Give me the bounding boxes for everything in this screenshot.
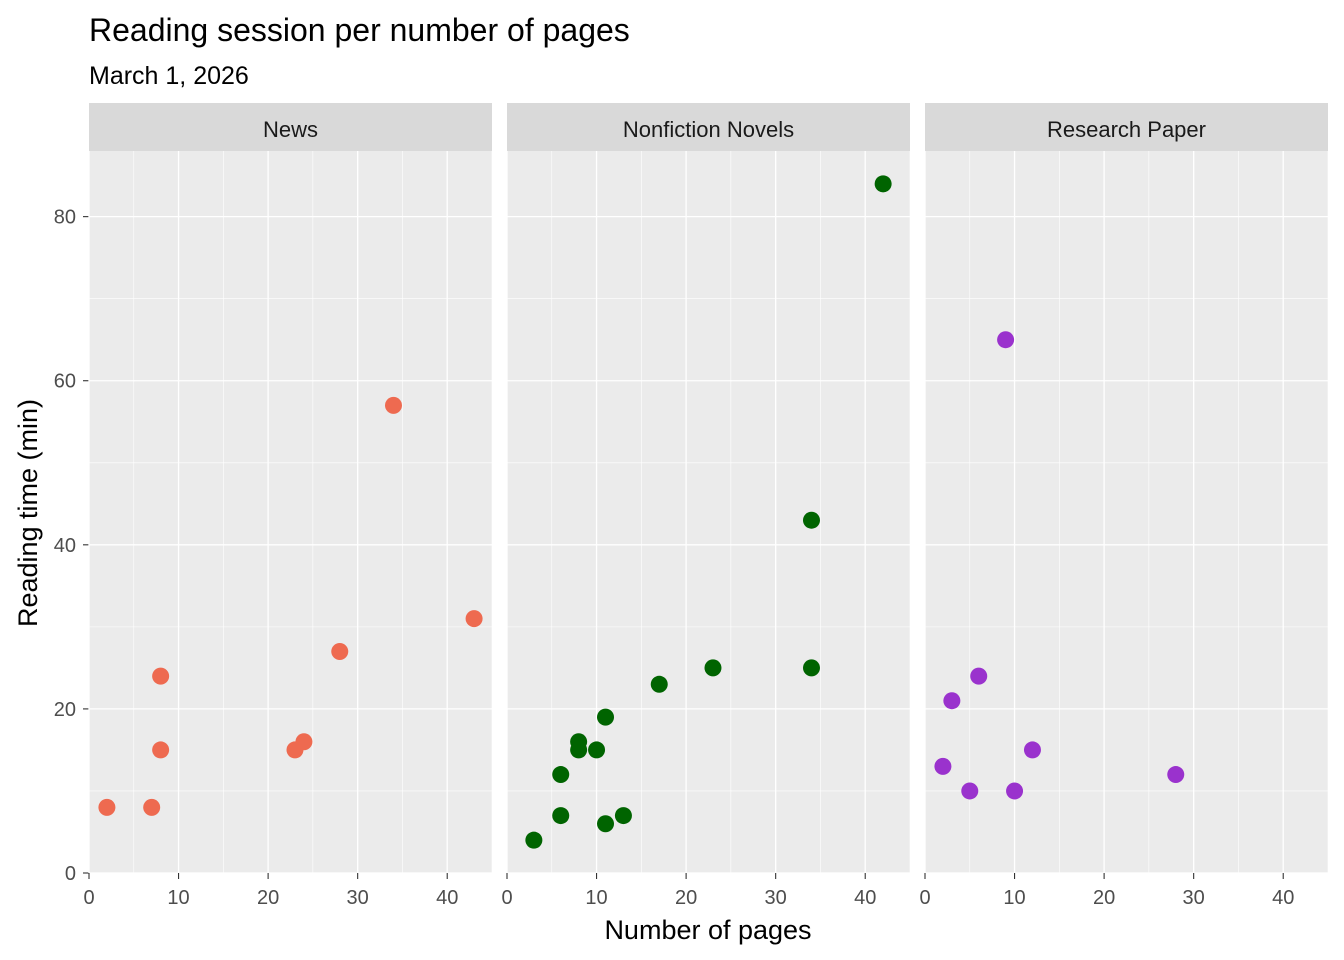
y-tick-label: 80 (54, 207, 76, 229)
data-point (650, 675, 668, 693)
plot-panel-background (507, 151, 910, 873)
y-tick-label: 20 (54, 699, 76, 721)
data-point (331, 642, 349, 660)
data-point (802, 511, 820, 529)
x-tick-label: 10 (1003, 887, 1025, 909)
x-tick-label: 30 (765, 887, 787, 909)
data-point (597, 815, 615, 833)
facet-strip-label: News (263, 117, 318, 142)
data-point (1006, 782, 1024, 800)
data-point (152, 741, 170, 759)
data-point (570, 733, 588, 751)
facet-panels: 0 20 40 60 80 News 0 10 20 30 40 Nonfiction Novels 0… (54, 103, 1329, 909)
data-point (1167, 766, 1185, 784)
data-point (143, 798, 161, 816)
x-tick-label: 20 (1093, 887, 1115, 909)
facet-strip-label: Nonfiction Novels (623, 117, 794, 142)
data-point (588, 741, 606, 759)
facet-strip (507, 103, 910, 151)
x-tick-label: 30 (347, 887, 369, 909)
x-tick-label: 0 (501, 887, 512, 909)
y-axis-title: Reading time (min) (13, 399, 43, 627)
y-tick-label: 40 (54, 535, 76, 557)
x-tick-label: 20 (257, 887, 279, 909)
x-tick-label: 40 (854, 887, 876, 909)
chart-subtitle: March 1, 2026 (89, 62, 249, 90)
data-point (704, 659, 722, 677)
plot-panel-background (925, 151, 1328, 873)
data-point (997, 331, 1015, 349)
facet-strip (925, 103, 1328, 151)
data-point (970, 667, 988, 685)
x-tick-label: 40 (436, 887, 458, 909)
data-point (552, 766, 570, 784)
data-point (943, 692, 961, 710)
x-tick-label: 10 (167, 887, 189, 909)
x-axis-title: Number of pages (604, 915, 811, 945)
data-point (934, 757, 952, 775)
data-point (1023, 741, 1041, 759)
data-point (295, 733, 313, 751)
facet-strip-label: Research Paper (1047, 117, 1206, 142)
facet-panel: Research Paper 0 10 20 30 40 (919, 103, 1329, 909)
data-point (552, 807, 570, 825)
data-point (465, 610, 483, 628)
x-tick-label: 0 (919, 887, 930, 909)
data-point (98, 798, 116, 816)
data-point (961, 782, 979, 800)
x-tick-label: 30 (1183, 887, 1205, 909)
facet-panel: Nonfiction Novels 0 10 20 30 40 (501, 103, 911, 909)
x-tick-label: 0 (83, 887, 94, 909)
y-tick-label: 0 (65, 863, 76, 885)
x-tick-label: 40 (1272, 887, 1294, 909)
plot-panel-background (89, 151, 492, 873)
y-tick-label: 60 (54, 371, 76, 393)
data-point (874, 175, 892, 193)
data-point (384, 396, 402, 414)
chart-title: Reading session per number of pages (89, 12, 630, 48)
data-point (614, 807, 632, 825)
data-point (152, 667, 170, 685)
data-point (597, 708, 615, 726)
data-point (525, 831, 543, 849)
facet-panel: News 0 10 20 30 40 (83, 103, 493, 909)
data-point (802, 659, 820, 677)
x-tick-label: 10 (585, 887, 607, 909)
facet-strip (89, 103, 492, 151)
x-tick-label: 20 (675, 887, 697, 909)
